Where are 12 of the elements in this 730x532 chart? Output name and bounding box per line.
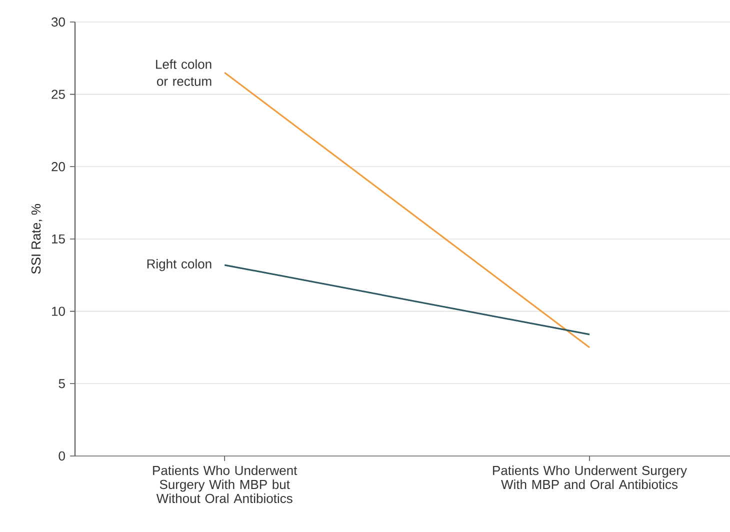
x-tick-label: Patients Who Underwent Surgery With MBP and Oral Antibiotics: [493, 466, 687, 490]
y-tick-label: 30: [52, 17, 65, 27]
series-label: Right colon: [147, 258, 212, 272]
y-tick-label: 0: [58, 451, 65, 461]
y-axis-title: SSI Rate, %: [31, 204, 42, 274]
y-tick-label: 10: [52, 306, 65, 316]
y-tick-label: 15: [52, 234, 65, 244]
y-tick-label: 20: [52, 162, 65, 172]
x-tick-label: Patients Who Underwent Surgery With MBP but Without Oral Antibiotics: [153, 466, 298, 504]
y-tick-label: 5: [58, 379, 65, 388]
series-label: Left colon or rectum: [156, 59, 212, 86]
y-tick-label: 25: [52, 90, 65, 99]
